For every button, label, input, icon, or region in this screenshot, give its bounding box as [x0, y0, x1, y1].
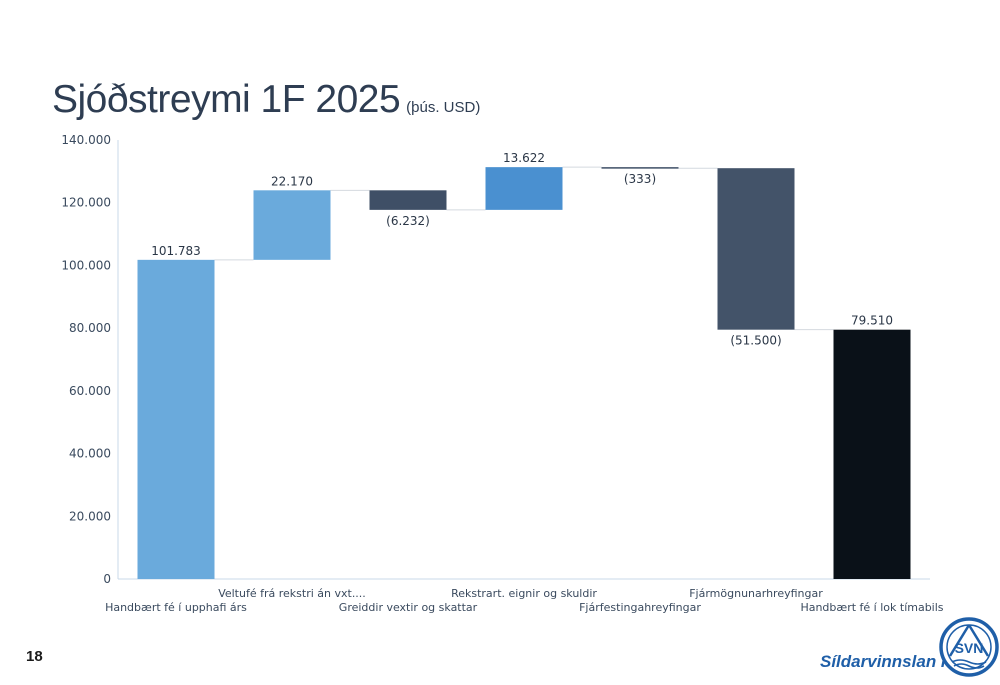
svn-logo-icon: SVN	[939, 617, 999, 677]
bar	[717, 168, 795, 330]
data-label: 101.783	[151, 244, 201, 258]
bar	[601, 167, 679, 169]
y-tick-label: 80.000	[69, 321, 111, 335]
data-label: 79.510	[851, 314, 893, 328]
company-logo-text: Síldarvinnslan hf	[820, 652, 957, 671]
y-tick-label: 0	[103, 572, 111, 586]
y-tick-label: 20.000	[69, 509, 111, 523]
data-label: 22.170	[271, 174, 313, 188]
logo-emblem-text: SVN	[955, 640, 984, 656]
chart-title: Sjóðstreymi 1F 2025	[52, 78, 401, 121]
x-category-label: Handbært fé í upphafi árs	[105, 601, 247, 614]
data-label: (6.232)	[386, 214, 430, 228]
y-tick-label: 100.000	[61, 258, 111, 272]
data-label: 13.622	[503, 151, 545, 165]
data-label: (51.500)	[730, 334, 781, 348]
x-category-label: Fjárfestingahreyfingar	[579, 601, 701, 614]
data-label: (333)	[624, 172, 656, 186]
y-tick-label: 120.000	[61, 196, 111, 210]
x-category-label: Fjármögnunarhreyfingar	[689, 587, 823, 600]
x-category-label: Greiddir vextir og skattar	[339, 601, 478, 614]
bar	[253, 190, 331, 260]
bar	[137, 259, 215, 579]
x-category-label: Rekstrart. eignir og skuldir	[451, 587, 597, 600]
y-tick-label: 140.000	[61, 133, 111, 147]
page-number: 18	[26, 648, 43, 665]
bar	[485, 167, 563, 210]
x-category-label: Handbært fé í lok tímabils	[800, 601, 943, 614]
waterfall-chart: 0 20.000 40.000 60.000 80.000 100.000 120.000 1…	[61, 133, 943, 614]
bar	[833, 329, 911, 579]
chart-subtitle: (þús. USD)	[406, 99, 481, 116]
y-tick-label: 60.000	[69, 384, 111, 398]
bar	[369, 190, 447, 210]
y-tick-label: 40.000	[69, 447, 111, 461]
slide-title: Sjóðstreymi 1F 2025 (þús. USD)	[52, 78, 480, 122]
x-category-label: Veltufé frá rekstri án vxt....	[218, 587, 366, 600]
